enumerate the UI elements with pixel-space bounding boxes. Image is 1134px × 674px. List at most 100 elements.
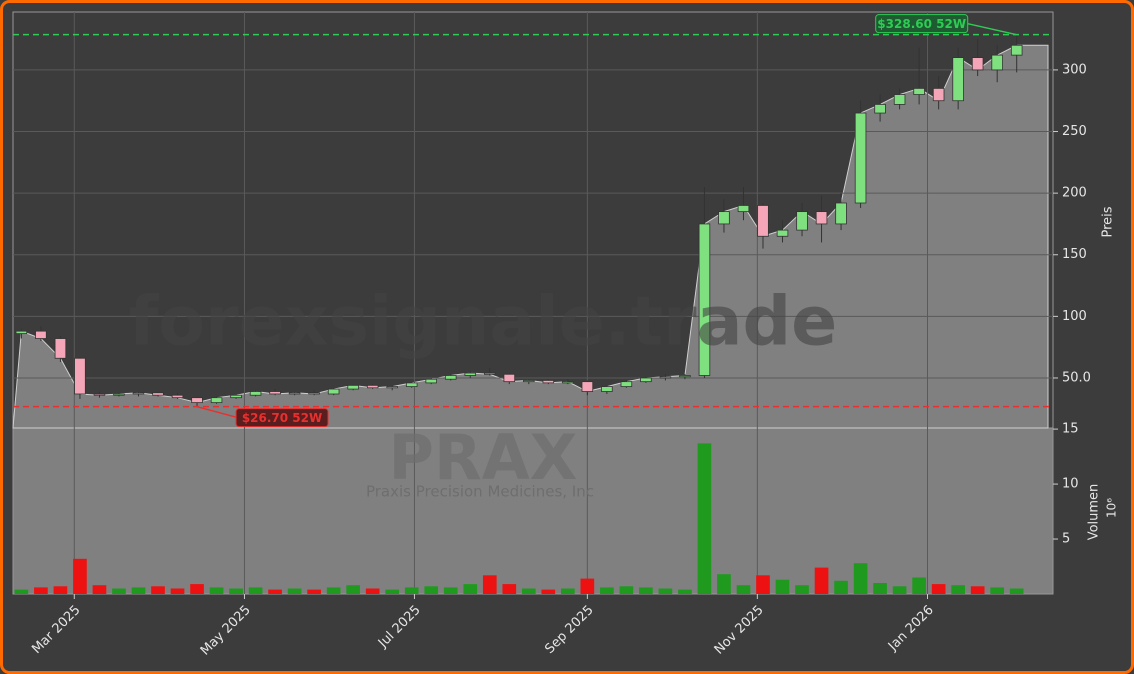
candle-body	[718, 211, 730, 225]
volume-tick-label: 10	[1062, 477, 1079, 492]
volume-bar	[248, 587, 263, 594]
candle-body	[932, 87, 945, 102]
volume-bar	[561, 588, 575, 594]
candle-body	[835, 202, 847, 225]
volume-bar	[834, 580, 848, 594]
candle-body	[523, 380, 535, 383]
candle-body	[542, 380, 555, 384]
volume-tick-label: 15	[1062, 422, 1079, 437]
volume-bar	[814, 567, 829, 594]
volume-bar	[287, 588, 302, 594]
volume-bar	[268, 589, 282, 594]
volume-bar	[600, 587, 614, 594]
candle-body	[405, 382, 418, 387]
candle-body	[171, 394, 184, 399]
volume-bar	[131, 587, 146, 594]
candle-body	[1010, 44, 1023, 56]
watermark: forexsignale.trade	[129, 283, 838, 362]
volume-bar	[346, 585, 360, 594]
candle-body	[152, 392, 164, 396]
candle-body	[444, 375, 457, 380]
volume-bar	[580, 578, 595, 594]
volume-bar	[639, 587, 653, 594]
candle-body	[54, 338, 67, 359]
volume-bar	[443, 587, 458, 594]
y-tick-label: 150	[1062, 247, 1087, 262]
candle-body	[484, 372, 496, 375]
volume-bar	[92, 585, 107, 594]
volume-bar	[385, 589, 400, 594]
volume-bar	[912, 577, 926, 594]
candle-body	[347, 384, 359, 390]
volume-bar	[482, 575, 497, 594]
y-axis-label: Preis	[1101, 206, 1116, 237]
volume-bar	[170, 588, 185, 594]
volume-bar	[463, 584, 478, 594]
candle-body	[952, 57, 964, 102]
candle-body	[737, 205, 750, 213]
annotation-arrow	[967, 22, 1017, 36]
y-tick-label: 200	[1062, 186, 1087, 201]
volume-bar	[970, 586, 985, 594]
volume-bar	[365, 588, 380, 594]
annotation-label: $26.70 52W	[242, 411, 322, 425]
volume-bar	[892, 586, 907, 594]
volume-bar	[853, 563, 868, 594]
volume-bar	[53, 586, 68, 594]
candle-body	[796, 211, 808, 231]
symbol-watermark: PRAX	[389, 421, 578, 494]
volume-bar	[795, 585, 809, 594]
candle-body	[503, 373, 516, 383]
candle-body	[874, 104, 886, 114]
volume-bar	[951, 585, 965, 594]
volume-bar	[697, 443, 712, 594]
candle-body	[191, 397, 203, 404]
volume-bar	[229, 588, 243, 594]
volume-bar	[931, 584, 946, 594]
candle-body	[327, 388, 340, 395]
candle-body	[425, 378, 437, 384]
annotation-label: $328.60 52W	[877, 17, 966, 31]
volume-bar	[619, 586, 634, 594]
y-tick-label: 250	[1062, 124, 1087, 139]
annotation-box	[875, 14, 969, 34]
volume-axis-label: Volumen	[1087, 484, 1102, 541]
volume-bar	[1009, 588, 1024, 594]
candle-body	[971, 57, 984, 71]
volume-bar	[502, 584, 517, 594]
candle-body	[249, 391, 262, 396]
candle-body	[562, 381, 574, 384]
candle-body	[854, 112, 867, 204]
y-tick-label: 300	[1062, 62, 1087, 77]
candle-body	[893, 94, 906, 105]
volume-bar	[541, 589, 556, 594]
candle-body	[601, 386, 613, 392]
volume-bar	[736, 585, 751, 594]
volume-tick-label: 5	[1062, 532, 1070, 547]
candle-body	[620, 381, 633, 387]
candle-body	[269, 391, 281, 395]
volume-bar	[326, 587, 341, 594]
volume-bar	[190, 584, 204, 594]
candle-body	[913, 87, 925, 95]
volume-bar	[717, 574, 731, 594]
candle-body	[230, 394, 242, 399]
candle-body	[288, 392, 301, 395]
candle-body	[581, 381, 594, 392]
candle-body	[698, 223, 711, 376]
candle-body	[74, 357, 86, 395]
candle-body	[210, 397, 223, 404]
candle-body	[308, 392, 320, 395]
candle-body	[366, 384, 379, 389]
candle-body	[113, 393, 125, 396]
candle-body	[640, 377, 652, 383]
volume-bar	[678, 589, 692, 594]
y-tick-label: 100	[1062, 309, 1087, 324]
candle-body	[815, 211, 828, 225]
candle-body	[35, 330, 47, 339]
volume-bar	[209, 587, 224, 594]
volume-bar	[34, 587, 48, 594]
volume-bar	[775, 579, 790, 594]
